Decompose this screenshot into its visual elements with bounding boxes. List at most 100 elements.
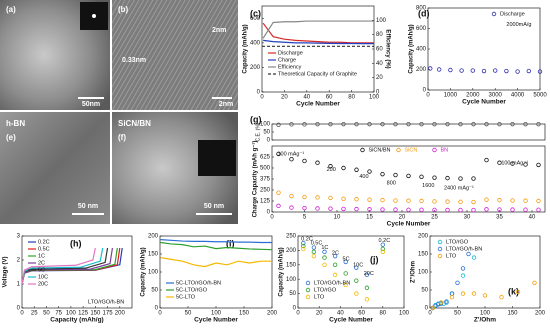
- chart: 0 20 40 60 80 1000200400600020406080100Cycle …: [243, 5, 390, 108]
- data-point: [458, 121, 463, 127]
- y-tick-label: 200: [250, 65, 261, 71]
- legend-label: 0.5C: [38, 246, 50, 252]
- data-point: [460, 266, 466, 271]
- series-line: [160, 257, 272, 268]
- plot-frame: [271, 123, 546, 141]
- data-point: [523, 162, 528, 167]
- data-point: [406, 121, 411, 127]
- data-point: [449, 291, 455, 296]
- panel-label: (b): [118, 5, 129, 14]
- legend-label: Charge: [278, 57, 296, 63]
- x-tick-label: 75: [55, 311, 62, 317]
- y2-tick-label: 100: [376, 18, 387, 24]
- data-point: [471, 255, 477, 260]
- y-axis-label: Voltage (V): [3, 257, 9, 288]
- data-point: [444, 299, 449, 304]
- y-tick-label: 3: [17, 234, 21, 240]
- data-point: [289, 193, 294, 199]
- annotation: 100 mAg⁻¹: [277, 151, 304, 157]
- x-tick-label: 20: [316, 311, 323, 317]
- y-tick-label: 0: [267, 210, 271, 216]
- legend-swatch: [305, 294, 311, 300]
- y-tick-label: 0: [155, 306, 159, 312]
- y-axis-label: Z''/Ohm: [411, 261, 417, 283]
- legend-label: 1C: [38, 253, 45, 259]
- data-point: [537, 69, 543, 74]
- plot-frame: [21, 235, 133, 309]
- data-point: [367, 121, 372, 127]
- plot-frame: [427, 7, 541, 91]
- data-point: [484, 197, 489, 202]
- data-point: [393, 172, 398, 178]
- legend-label: LTO/rGO: [314, 287, 337, 293]
- x-tick-label: 35: [496, 215, 503, 221]
- series-line: [21, 247, 96, 285]
- hrtem-image: [112, 0, 238, 110]
- data-point: [354, 121, 359, 127]
- x-tick-label: 40: [303, 95, 310, 101]
- y-tick-label: 0: [425, 306, 429, 312]
- data-point: [302, 205, 307, 211]
- material-text: h-BN: [6, 119, 25, 128]
- data-point: [449, 295, 455, 300]
- y-tick-label: 600: [416, 26, 427, 32]
- x-tick-label: 3000: [489, 93, 503, 99]
- data-point: [380, 121, 385, 127]
- y-tick-label: 100: [286, 277, 297, 283]
- data-point: [302, 122, 307, 127]
- data-point: [515, 69, 520, 74]
- data-point: [536, 198, 541, 204]
- data-point: [445, 207, 450, 213]
- x-tick-label: 150: [239, 311, 250, 317]
- data-point: [406, 207, 411, 212]
- x-tick-label: 1000: [444, 93, 458, 99]
- data-point: [441, 301, 446, 306]
- x-tick-label: 60: [326, 95, 333, 101]
- data-point: [311, 249, 317, 255]
- x-tick-label: 5000: [533, 93, 547, 99]
- annotation: 0.2C: [379, 238, 391, 244]
- plot-frame: [297, 235, 405, 309]
- y-tick-label: 375: [260, 177, 271, 183]
- legend-swatch: [396, 147, 401, 153]
- data-point: [438, 300, 444, 305]
- data-point: [343, 282, 348, 288]
- y-tick-label: 150: [148, 252, 159, 258]
- panel-label: (f): [118, 133, 126, 142]
- panel-label: (d): [418, 8, 430, 18]
- data-point: [354, 167, 359, 172]
- data-point: [332, 272, 338, 278]
- x-tick-label: 0: [270, 215, 274, 221]
- y2-tick-label: 20: [376, 75, 383, 81]
- legend-label: Discharge: [278, 50, 303, 56]
- data-point: [510, 161, 515, 166]
- data-point: [406, 198, 411, 203]
- annotation: 400: [359, 174, 368, 180]
- data-point: [470, 68, 475, 73]
- legend-label: LTO: [446, 253, 457, 259]
- annotation: 200: [327, 167, 336, 173]
- x-tick-label: 100: [211, 311, 222, 317]
- data-point: [315, 121, 320, 127]
- y2-tick-label: 100: [260, 122, 271, 128]
- plot-frame: [271, 145, 546, 213]
- data-point: [471, 207, 476, 213]
- data-point: [311, 253, 317, 259]
- scale-text: 50nm: [82, 101, 100, 108]
- annotation: 20C: [364, 271, 374, 277]
- x-tick-label: 50: [185, 311, 192, 317]
- x-tick-label: 175: [103, 311, 114, 317]
- data-point: [471, 199, 476, 205]
- data-point: [459, 68, 464, 73]
- y-tick-label: 50: [421, 288, 428, 294]
- y-tick-label: 100: [418, 270, 429, 276]
- x-tick-label: 25: [431, 215, 438, 221]
- annotation: 2000mA/g: [506, 22, 531, 28]
- panel-label: (e): [6, 133, 16, 142]
- data-point: [419, 207, 424, 212]
- y-axis-label: Capacity (mAh/g): [279, 247, 285, 296]
- data-point: [432, 175, 437, 180]
- data-point: [460, 291, 466, 296]
- image-e: h-BN (e) 50 nm: [0, 112, 110, 224]
- x-tick-label: 50: [454, 311, 461, 317]
